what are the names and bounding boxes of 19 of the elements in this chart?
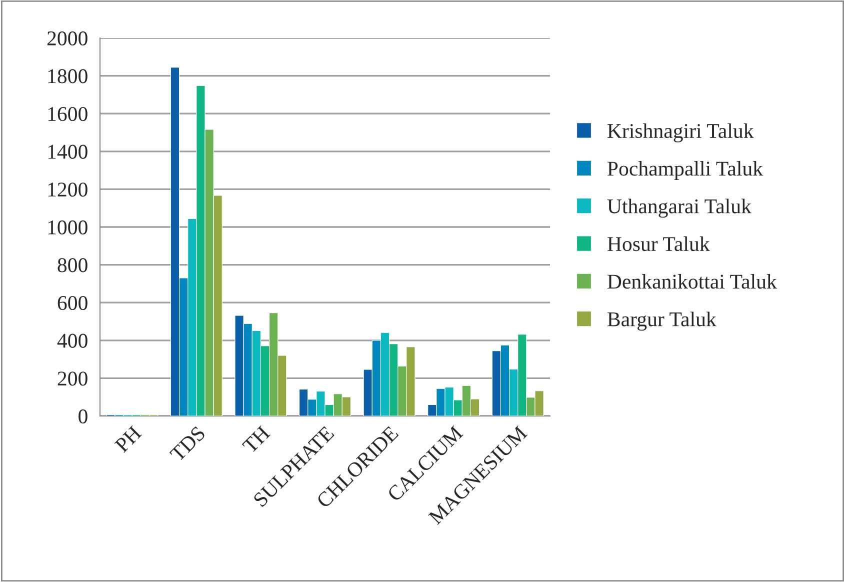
legend-label: Hosur Taluk <box>608 236 710 252</box>
y-tick-label: 1400 <box>48 144 88 159</box>
y-tick-label: 0 <box>78 409 88 424</box>
y-tick-label: 1000 <box>48 220 88 234</box>
x-tick-label: TDS <box>169 426 206 462</box>
legend-label: Bargur Taluk <box>608 312 716 331</box>
y-tick-label: 2000 <box>47 31 88 46</box>
y-tick-label: 1600 <box>48 106 88 122</box>
x-tick-label: PH <box>114 425 142 453</box>
legend-label: Krishnagiri Taluk <box>608 123 754 142</box>
legend-label: Uthangarai Taluk <box>607 198 752 218</box>
legend-label: Pochampalli Taluk <box>608 161 764 180</box>
y-tick-label: 400 <box>57 334 88 348</box>
y-tick-label: 600 <box>58 296 88 310</box>
y-tick-label: 1800 <box>48 69 88 84</box>
y-tick-label: 800 <box>58 258 88 272</box>
y-tick-label: 200 <box>58 372 88 386</box>
y-tick-label: 1200 <box>48 182 88 197</box>
legend-label: Denkanikottai Taluk <box>608 274 777 289</box>
